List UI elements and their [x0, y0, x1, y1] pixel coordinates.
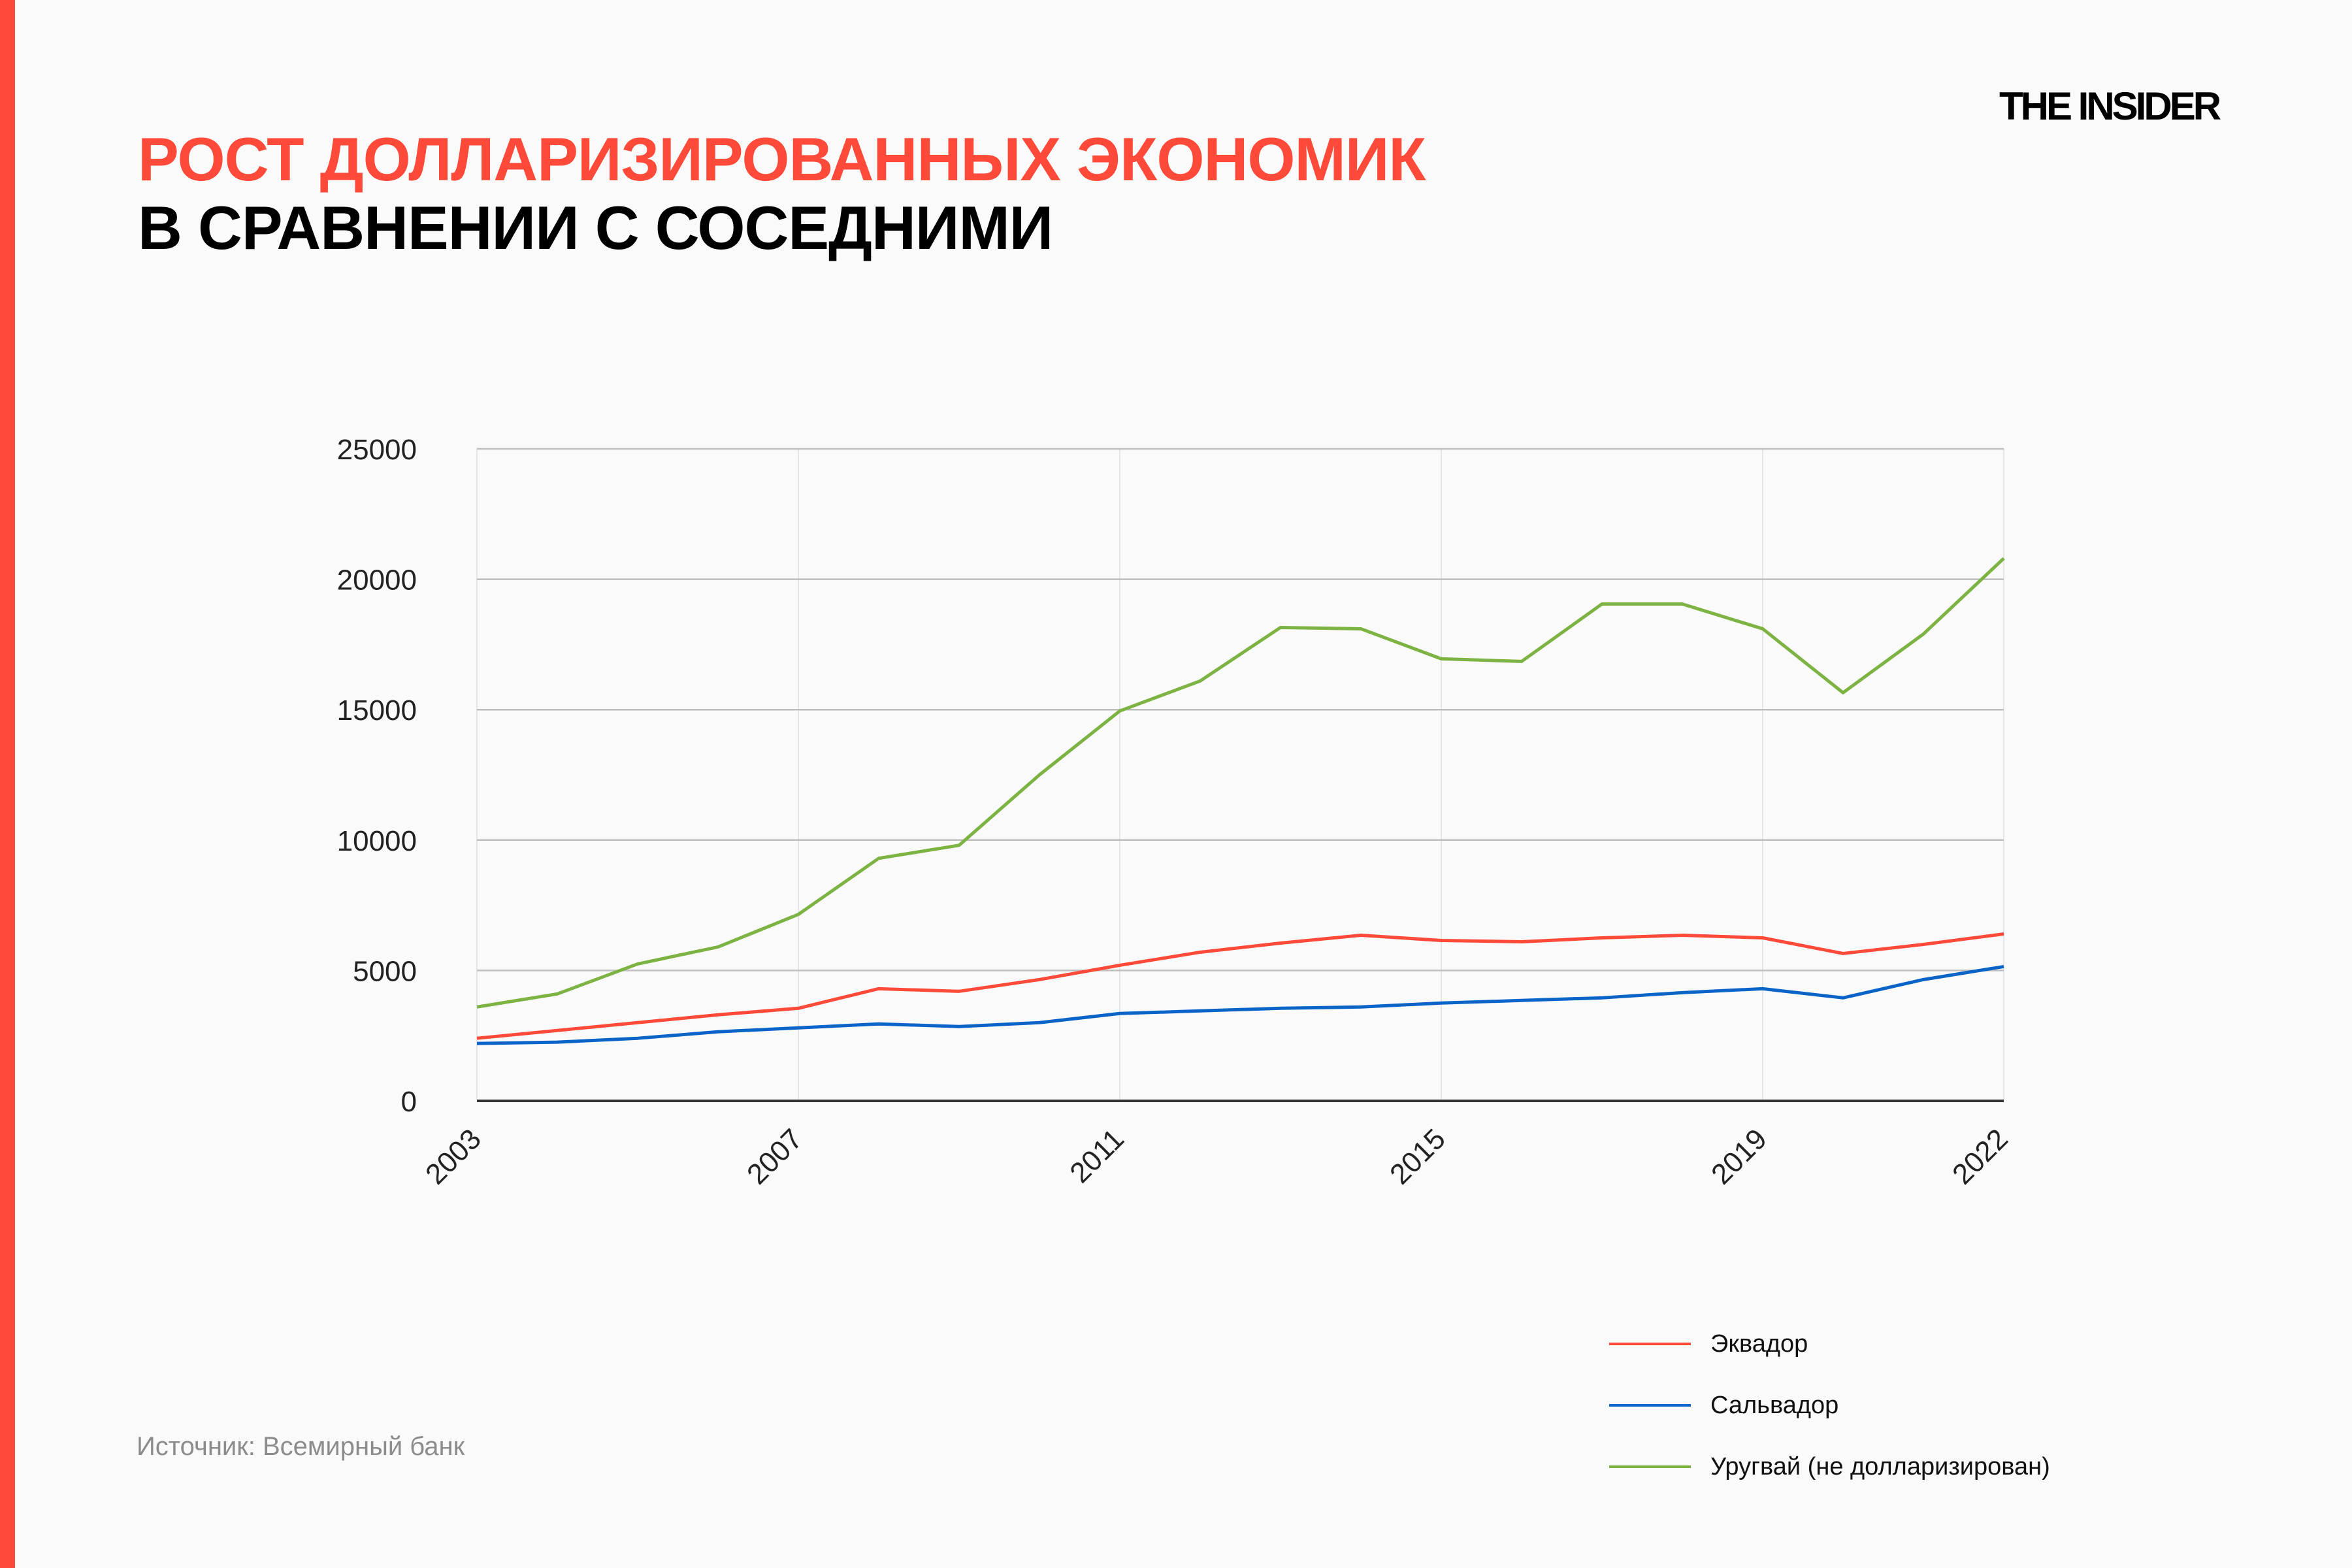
the-insider-logo: THE INSIDER	[1999, 84, 2221, 128]
y-tick-label: 15000	[337, 694, 417, 727]
legend-label: Уругвай (не долларизирован)	[1710, 1452, 2050, 1480]
x-tick-label: 2003	[419, 1123, 487, 1191]
x-tick-label: 2015	[1384, 1123, 1452, 1191]
legend-item-ecuador: Эквадор	[1609, 1330, 1808, 1358]
x-tick-label: 2011	[1064, 1123, 1130, 1190]
legend-label: Сальвадор	[1710, 1391, 1839, 1419]
series-line-0	[476, 932, 2004, 1040]
source-note: Источник: Всемирный банк	[137, 1432, 465, 1461]
x-tick-label: 2019	[1705, 1123, 1773, 1191]
legend-label: Эквадор	[1710, 1330, 1808, 1358]
y-tick-label: 5000	[353, 955, 417, 987]
x-tick-label: 2022	[1946, 1123, 2014, 1191]
accent-bar	[0, 0, 15, 1568]
legend-swatch	[1609, 1343, 1691, 1345]
legend-item-uruguay: Уругвай (не долларизирован)	[1609, 1452, 2050, 1480]
legend-item-salvador: Сальвадор	[1609, 1391, 1839, 1419]
legend-swatch	[1609, 1404, 1691, 1407]
title-line-2: В СРАВНЕНИИ С СОСЕДНИМИ	[138, 193, 1053, 262]
x-tick-label: 2007	[741, 1123, 809, 1191]
series-line-2	[476, 557, 2005, 1009]
title-line-1: РОСТ ДОЛЛАРИЗИРОВАННЫХ ЭКОНОМИК	[138, 125, 1426, 193]
y-tick-label: 25000	[337, 434, 417, 466]
y-tick-label: 0	[401, 1086, 417, 1118]
y-tick-label: 10000	[337, 825, 417, 857]
series-line-1	[476, 964, 2004, 1045]
y-tick-label: 20000	[337, 564, 417, 596]
legend-swatch	[1609, 1465, 1691, 1468]
